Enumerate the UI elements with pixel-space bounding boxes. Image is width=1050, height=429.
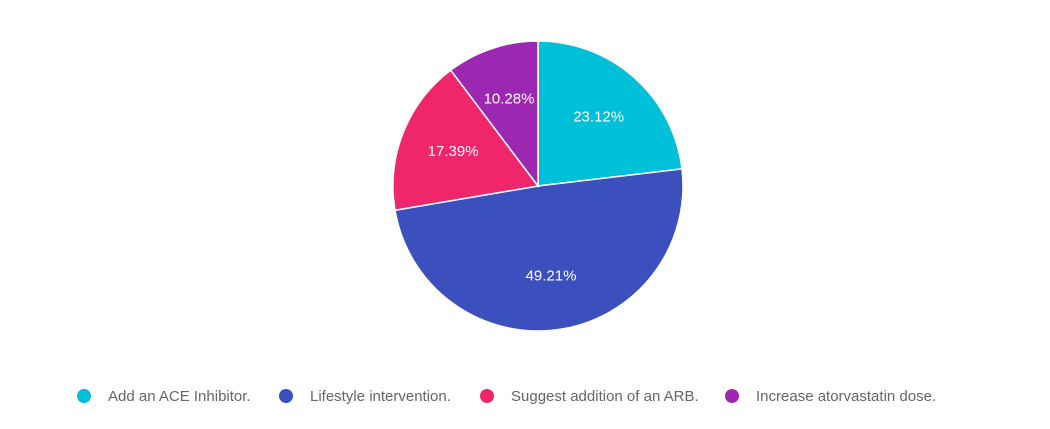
chart-legend: Add an ACE Inhibitor. Lifestyle interven… <box>0 384 1050 408</box>
legend-dot-icon <box>279 389 293 403</box>
legend-dot-icon <box>725 389 739 403</box>
pie-slice-lifestyle-intervention[interactable] <box>394 168 684 332</box>
pie-label-arb: 17.39% <box>428 143 479 160</box>
legend-label: Suggest addition of an ARB. <box>511 387 699 405</box>
legend-label: Increase atorvastatin dose. <box>756 387 937 405</box>
pie-slice-ace-inhibitor[interactable] <box>537 40 683 187</box>
legend-label: Lifestyle intervention. <box>310 387 451 405</box>
pie-slices <box>392 40 684 332</box>
pie-slice-atorvastatin[interactable] <box>449 40 539 189</box>
legend-dot-icon <box>77 389 91 403</box>
pie-slice-arb[interactable] <box>392 69 540 212</box>
pie-label-ace-inhibitor: 23.12% <box>573 109 624 126</box>
legend-item-arb[interactable]: Suggest addition of an ARB. <box>480 384 699 408</box>
pie-data-labels: 23.12% 49.21% 17.39% 10.28% <box>428 90 624 284</box>
pie-label-atorvastatin: 10.28% <box>484 90 535 107</box>
legend-item-ace-inhibitor[interactable]: Add an ACE Inhibitor. <box>77 384 251 408</box>
legend-dot-icon <box>480 389 494 403</box>
pie-label-lifestyle-intervention: 49.21% <box>526 267 577 284</box>
legend-item-lifestyle-intervention[interactable]: Lifestyle intervention. <box>279 384 451 408</box>
legend-label: Add an ACE Inhibitor. <box>108 387 251 405</box>
legend-item-atorvastatin[interactable]: Increase atorvastatin dose. <box>725 384 936 408</box>
